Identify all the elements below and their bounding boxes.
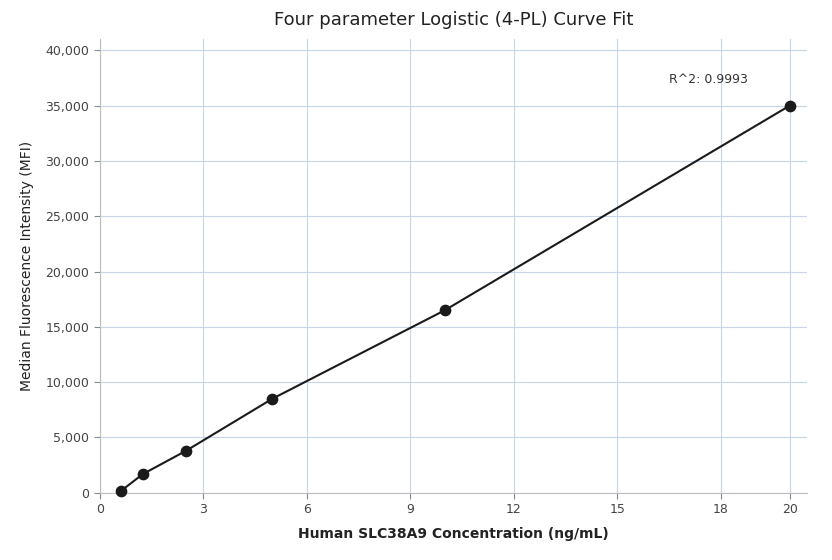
Point (115, 486, 128, 495)
Point (265, 394, 279, 403)
Y-axis label: Median Fluorescence Intensity (MFI): Median Fluorescence Intensity (MFI) (21, 141, 34, 391)
X-axis label: Human SLC38A9 Concentration (ng/mL): Human SLC38A9 Concentration (ng/mL) (298, 528, 609, 542)
Title: Four parameter Logistic (4-PL) Curve Fit: Four parameter Logistic (4-PL) Curve Fit (274, 11, 633, 29)
Point (438, 306, 452, 315)
Text: R^2: 0.9993: R^2: 0.9993 (669, 73, 748, 86)
Point (783, 101, 796, 110)
Point (180, 446, 193, 455)
Point (136, 469, 150, 478)
